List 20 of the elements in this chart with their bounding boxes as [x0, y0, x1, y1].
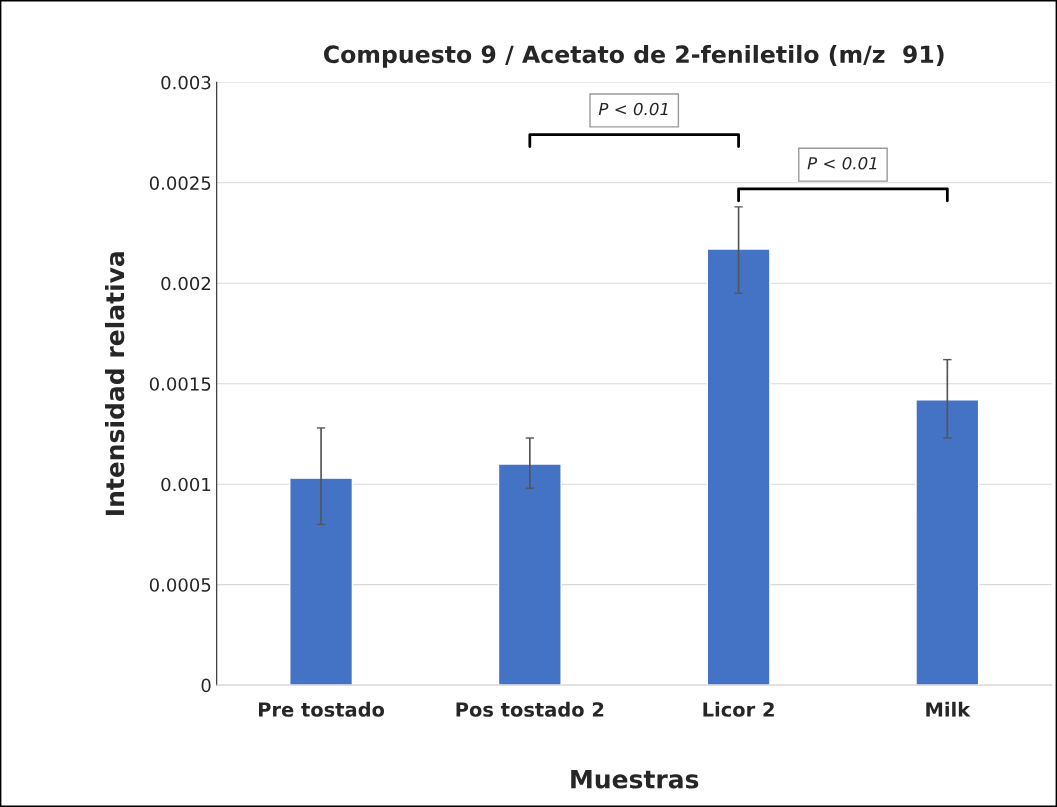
y-tick-label: 0.001 — [161, 477, 211, 492]
bar — [497, 463, 562, 686]
x-tick-label: Pre tostado — [258, 701, 385, 717]
annotation: P < 0.01 — [598, 102, 668, 116]
bar — [706, 248, 771, 686]
x-axis-title: Muestras — [571, 770, 699, 789]
bar — [915, 399, 980, 686]
y-tick-label: 0.003 — [161, 75, 211, 90]
bar — [289, 477, 354, 686]
chart-title: Compuesto 9 / Acetato de 2-feniletilo (m/z 91) — [323, 44, 944, 68]
x-tick-label: Milk — [926, 701, 971, 717]
y-tick-label: 0.0005 — [149, 578, 211, 592]
y-tick-label: 0.0015 — [149, 377, 211, 391]
y-tick-label: 0 — [201, 678, 211, 693]
annotation: P < 0.01 — [807, 156, 877, 170]
y-tick-label: 0.0025 — [149, 176, 211, 190]
x-tick-label: Pos tostado 2 — [456, 701, 604, 717]
y-tick-label: 0.002 — [161, 276, 211, 291]
y-axis-title: Intensidad relativa — [105, 252, 125, 515]
x-tick-label: Licor 2 — [703, 701, 774, 717]
